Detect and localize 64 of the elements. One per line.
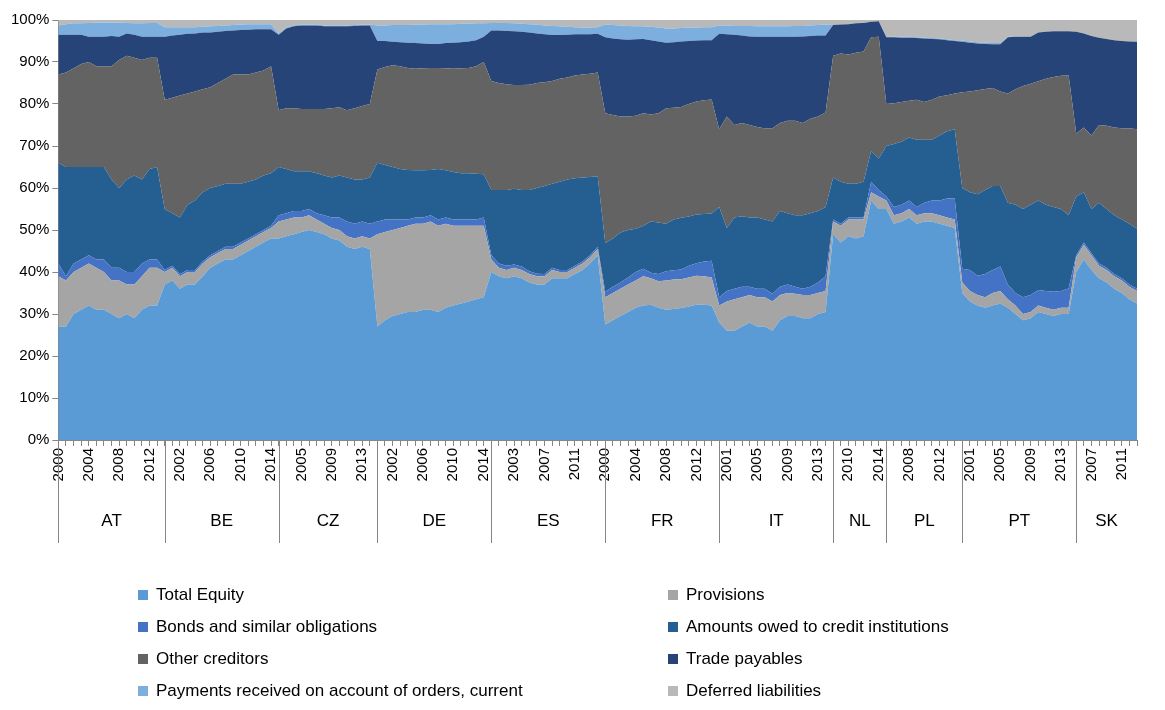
x-tick-label: 2012 [139,448,157,482]
x-tick-label: 2011 [1111,448,1129,481]
x-tick-label: 2002 [382,448,400,482]
legend-label: Bonds and similar obligations [156,617,378,637]
legend-label: Trade payables [686,649,803,669]
x-tick-label: 2005 [990,448,1008,482]
x-tick-label: 2013 [1051,448,1069,482]
text: PT [1008,510,1031,530]
text: IT [768,510,784,530]
x-tick-label: 2005 [747,448,765,482]
text: NL [848,510,871,530]
text: DE [422,510,447,530]
x-tick-label: 2014 [261,448,279,482]
text: BE [210,510,234,530]
x-tick-label: 2004 [625,448,643,482]
x-tick-label: 2013 [808,448,826,482]
y-tick-label: 30% [19,304,50,322]
legend-label: Provisions [686,585,765,605]
legend-label: Payments received on account of orders, current [156,681,523,701]
x-tick-label: 2009 [321,448,339,482]
x-tick-label: 2005 [291,448,309,482]
x-tick-label: 2003 [504,448,522,482]
x-tick-label: 2002 [170,448,188,482]
y-tick-label: 50% [19,220,50,238]
text: ES [536,510,560,530]
x-tick-label: 2006 [413,448,431,482]
legend-label: Other creditors [156,649,269,669]
y-tick-label: 40% [19,262,50,280]
text: FR [650,510,674,530]
x-tick-label: 2008 [656,448,674,482]
y-tick-label: 70% [19,136,50,154]
x-tick-label: 2014 [473,448,491,482]
y-tick-label: 80% [19,94,50,112]
x-tick-label: 2013 [352,448,370,482]
x-tick-label: 2014 [868,448,886,482]
x-tick-label: 2012 [686,448,704,482]
x-tick-label: 2006 [200,448,218,482]
x-tick-label: 2009 [777,448,795,482]
x-tick-label: 2012 [929,448,947,482]
x-tick-label: 2007 [1081,448,1099,482]
x-tick-label: 2004 [78,448,96,482]
x-tick-label: 2010 [838,448,856,482]
y-tick-label: 60% [19,178,50,196]
x-tick-label: 2010 [230,448,248,482]
text: CZ [316,510,340,530]
x-tick-label: 2010 [443,448,461,482]
text: SK [1095,510,1119,530]
x-tick-label: 2001 [960,448,978,482]
x-tick-label: 2009 [1020,448,1038,482]
x-tick-label: 2007 [534,448,552,482]
x-tick-label: 2001 [716,448,734,482]
legend-label: Total Equity [156,585,244,605]
x-tick-label: 2008 [109,448,127,482]
y-tick-label: 100% [10,10,50,28]
y-tick-label: 20% [19,346,50,364]
legend-label: Deferred liabilities [686,681,822,701]
x-tick-label: 2011 [565,448,583,481]
text: PL [913,510,935,530]
y-tick-label: 0% [27,430,50,448]
y-tick-label: 10% [19,388,50,406]
legend-label: Amounts owed to credit institutions [686,617,949,637]
x-tick-label: 2008 [899,448,917,482]
y-tick-label: 90% [19,52,50,70]
text: AT [101,510,122,530]
